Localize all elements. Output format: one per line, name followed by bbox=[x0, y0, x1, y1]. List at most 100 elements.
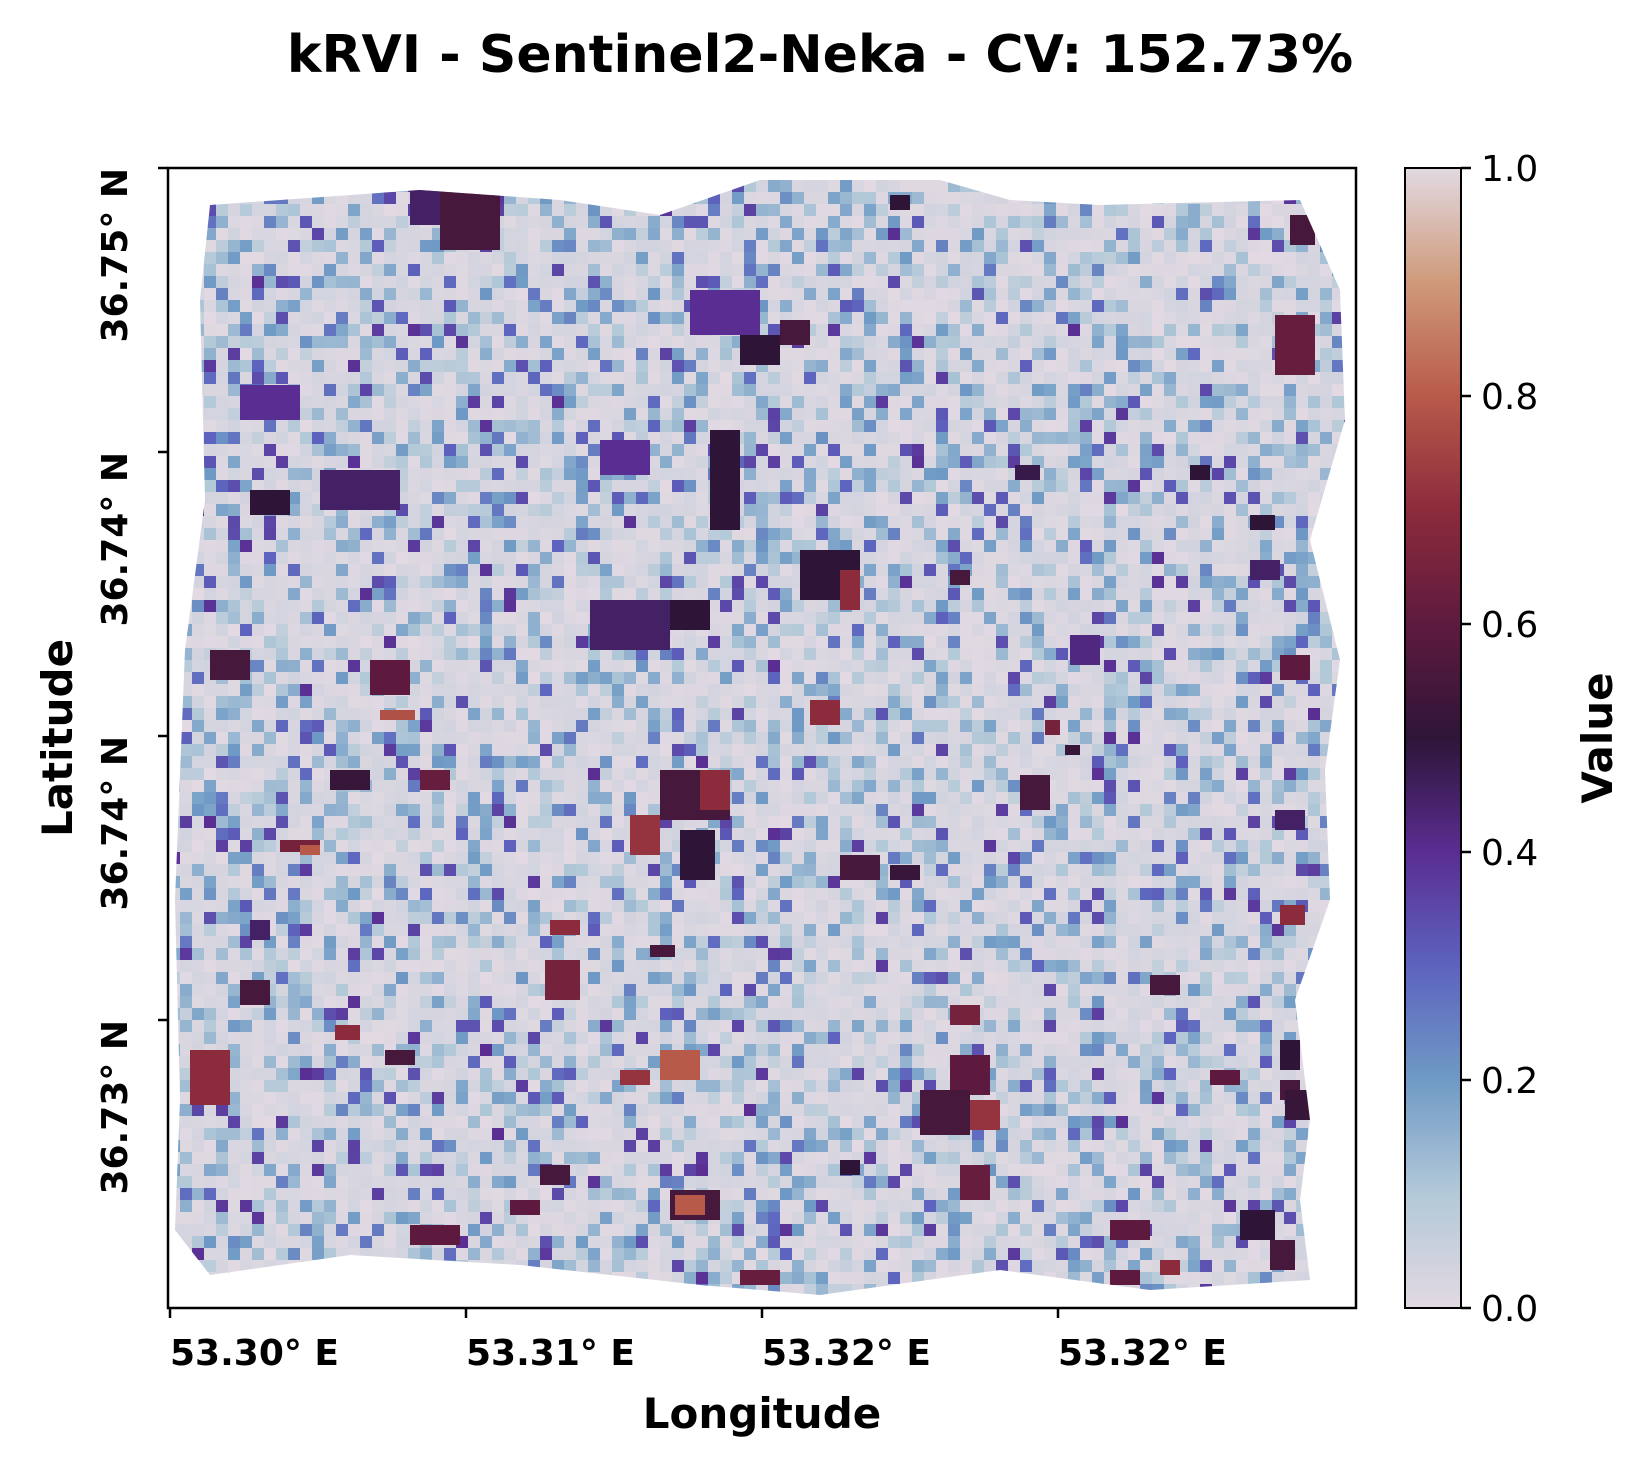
heatmap-cell bbox=[420, 708, 432, 720]
heatmap-cell bbox=[276, 312, 288, 324]
heatmap-cell bbox=[1224, 600, 1236, 612]
heatmap-cell bbox=[1092, 708, 1104, 720]
heatmap-cell bbox=[600, 684, 612, 696]
heatmap-cell bbox=[936, 708, 948, 720]
heatmap-cell bbox=[696, 372, 708, 384]
heatmap-cell bbox=[1188, 348, 1200, 360]
heatmap-cell bbox=[1248, 228, 1260, 240]
heatmap-cell bbox=[552, 216, 564, 228]
heatmap-cell bbox=[372, 408, 384, 420]
heatmap-cell bbox=[684, 744, 696, 756]
heatmap-cell bbox=[816, 504, 828, 516]
heatmap-cell bbox=[432, 348, 444, 360]
heatmap-cell bbox=[564, 528, 576, 540]
heatmap-cell bbox=[936, 384, 948, 396]
heatmap-cell bbox=[660, 480, 672, 492]
heatmap-cell bbox=[432, 648, 444, 660]
heatmap-cell bbox=[1308, 660, 1320, 672]
heatmap-cell bbox=[228, 420, 240, 432]
heatmap-cell bbox=[960, 720, 972, 732]
heatmap-cell bbox=[792, 432, 804, 444]
heatmap-cell bbox=[432, 456, 444, 468]
heatmap-cell bbox=[1272, 216, 1284, 228]
heatmap-cell bbox=[1308, 288, 1320, 300]
heatmap-cell bbox=[312, 384, 324, 396]
heatmap-cell bbox=[660, 300, 672, 312]
heatmap-cell bbox=[912, 744, 924, 756]
heatmap-cell bbox=[972, 264, 984, 276]
heatmap-cell bbox=[1236, 336, 1248, 348]
heatmap-cell bbox=[1068, 288, 1080, 300]
heatmap-cell bbox=[300, 432, 312, 444]
heatmap-cell bbox=[1140, 312, 1152, 324]
heatmap-cell bbox=[984, 744, 996, 756]
heatmap-cell bbox=[420, 324, 432, 336]
heatmap-cell bbox=[948, 408, 960, 420]
heatmap-cell bbox=[228, 756, 240, 768]
heatmap-cell bbox=[312, 228, 324, 240]
heatmap-cell bbox=[1044, 564, 1056, 576]
heatmap-cell bbox=[216, 240, 228, 252]
heatmap-cell bbox=[768, 756, 780, 768]
heatmap-cell bbox=[384, 528, 396, 540]
heatmap-cell bbox=[804, 456, 816, 468]
heatmap-cell bbox=[1044, 336, 1056, 348]
heatmap-cell bbox=[840, 720, 852, 732]
heatmap-cell bbox=[636, 696, 648, 708]
heatmap-cell bbox=[348, 540, 360, 552]
heatmap-cell bbox=[780, 648, 792, 660]
heatmap-cell bbox=[948, 528, 960, 540]
heatmap-cell bbox=[924, 588, 936, 600]
heatmap-cell bbox=[768, 312, 780, 324]
heatmap-cell bbox=[1020, 720, 1032, 732]
heatmap-cell bbox=[516, 684, 528, 696]
heatmap-cell bbox=[552, 552, 564, 564]
heatmap-cell bbox=[1272, 408, 1284, 420]
heatmap-cell bbox=[696, 384, 708, 396]
heatmap-cell bbox=[588, 324, 600, 336]
heatmap-cell bbox=[876, 636, 888, 648]
heatmap-cell bbox=[612, 276, 624, 288]
heatmap-cell bbox=[516, 324, 528, 336]
heatmap-cell bbox=[1092, 576, 1104, 588]
heatmap-cell bbox=[1308, 672, 1320, 684]
heatmap-cell bbox=[444, 576, 456, 588]
heatmap-cell bbox=[240, 492, 252, 504]
heatmap-cell bbox=[276, 732, 288, 744]
heatmap-cell bbox=[996, 288, 1008, 300]
heatmap-cell bbox=[576, 360, 588, 372]
heatmap-cell bbox=[960, 600, 972, 612]
heatmap-cell bbox=[1308, 252, 1320, 264]
heatmap-cell bbox=[1044, 540, 1056, 552]
heatmap-cell bbox=[828, 684, 840, 696]
heatmap-cell bbox=[1260, 708, 1272, 720]
heatmap-cell bbox=[552, 384, 564, 396]
heatmap-cell bbox=[456, 456, 468, 468]
heatmap-cell bbox=[348, 756, 360, 768]
heatmap-cell bbox=[900, 180, 912, 192]
heatmap-cell bbox=[1224, 312, 1236, 324]
heatmap-cell bbox=[1116, 648, 1128, 660]
heatmap-cell bbox=[300, 408, 312, 420]
heatmap-cell bbox=[1176, 216, 1188, 228]
heatmap-cell bbox=[1020, 264, 1032, 276]
heatmap-cell bbox=[1008, 708, 1020, 720]
heatmap-cell bbox=[936, 540, 948, 552]
heatmap-cell bbox=[372, 192, 384, 204]
heatmap-cell bbox=[876, 336, 888, 348]
heatmap-cell bbox=[384, 300, 396, 312]
heatmap-cell bbox=[1140, 660, 1152, 672]
heatmap-cell bbox=[468, 468, 480, 480]
heatmap-cell bbox=[1272, 228, 1284, 240]
heatmap-cell bbox=[612, 672, 624, 684]
heatmap-cell bbox=[300, 420, 312, 432]
heatmap-cell bbox=[1116, 696, 1128, 708]
heatmap-cell bbox=[1260, 384, 1272, 396]
heatmap-cell bbox=[1236, 264, 1248, 276]
heatmap-cell bbox=[1260, 756, 1272, 768]
heatmap-cell bbox=[1140, 696, 1152, 708]
heatmap-cell bbox=[324, 648, 336, 660]
heatmap-cell bbox=[468, 672, 480, 684]
heatmap-cell bbox=[468, 564, 480, 576]
heatmap-cell bbox=[1008, 276, 1020, 288]
